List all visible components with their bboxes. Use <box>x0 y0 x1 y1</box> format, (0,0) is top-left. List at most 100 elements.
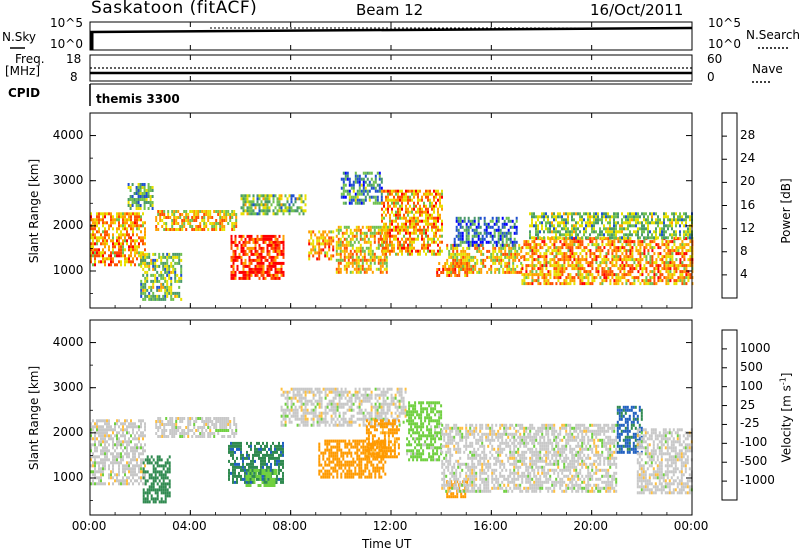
heatmap-cell <box>421 195 423 199</box>
heatmap-cell <box>185 210 188 213</box>
heatmap-cell <box>438 268 441 271</box>
heatmap-cell <box>514 270 517 274</box>
heatmap-cell <box>122 434 124 438</box>
heatmap-cell <box>687 233 689 237</box>
heatmap-cell <box>207 228 210 231</box>
heatmap-cell <box>351 264 354 268</box>
heatmap-cell <box>431 237 433 241</box>
heatmap-cell <box>173 213 176 216</box>
heatmap-cell <box>132 467 134 471</box>
heatmap-cell <box>144 248 146 252</box>
heatmap-cell <box>270 447 272 451</box>
heatmap-cell <box>373 240 376 244</box>
heatmap-cell <box>435 219 437 223</box>
heatmap-cell <box>343 267 346 271</box>
heatmap-cell <box>429 237 431 241</box>
heatmap-cell <box>162 252 165 256</box>
heatmap-cell <box>419 213 421 217</box>
heatmap-cell <box>187 213 190 216</box>
heatmap-cell <box>168 276 171 280</box>
heatmap-cell <box>357 270 360 274</box>
heatmap-cell <box>167 228 170 231</box>
heatmap-cell <box>278 234 281 238</box>
heatmap-cell <box>116 437 118 441</box>
heatmap-cell <box>643 236 645 240</box>
heatmap-cell <box>357 249 360 253</box>
heatmap-cell <box>266 465 268 469</box>
heatmap-cell <box>118 467 120 471</box>
heatmap-cell <box>351 234 354 238</box>
heatmap-cell <box>124 452 126 456</box>
heatmap-cell <box>492 255 495 259</box>
heatmap-cell <box>442 271 445 274</box>
heatmap-cell <box>475 228 478 232</box>
heatmap-cell <box>438 274 441 277</box>
heatmap-cell <box>137 195 140 198</box>
heatmap-cell <box>665 236 667 240</box>
heatmap-cell <box>581 264 584 268</box>
heatmap-cell <box>493 228 496 232</box>
heatmap-cell <box>335 270 338 274</box>
heatmap-cell <box>92 470 94 474</box>
heatmap-cell <box>150 294 153 298</box>
heatmap-cell <box>250 209 253 213</box>
heatmap-cell <box>340 177 343 181</box>
heatmap-cell <box>314 248 317 252</box>
heatmap-cell <box>132 455 134 459</box>
heatmap-cell <box>557 261 560 265</box>
heatmap-cell <box>136 458 138 462</box>
heatmap-cell <box>232 258 235 262</box>
heatmap-cell <box>98 230 100 234</box>
heatmap-cell <box>278 197 281 201</box>
heatmap-cell <box>150 476 153 480</box>
heatmap-cell <box>234 462 236 466</box>
heatmap-cell <box>197 417 200 420</box>
heatmap-cell <box>465 222 468 226</box>
heatmap-cell <box>490 264 493 268</box>
heatmap-cell <box>236 243 239 247</box>
heatmap-cell <box>529 236 531 240</box>
heatmap-cell <box>397 237 399 241</box>
heatmap-cell <box>577 255 580 259</box>
heatmap-cell <box>246 234 249 238</box>
heatmap-cell <box>240 237 243 241</box>
heatmap-cell <box>657 218 659 222</box>
heatmap-cell <box>533 249 536 253</box>
heatmap-cell <box>497 228 500 232</box>
heatmap-cell <box>136 248 138 252</box>
heatmap-cell <box>521 255 524 259</box>
heatmap-cell <box>617 255 620 259</box>
heatmap-cell <box>189 225 192 228</box>
heatmap-cell <box>112 482 114 486</box>
heatmap-cell <box>571 227 573 231</box>
heatmap-cell <box>169 417 172 420</box>
heatmap-cell <box>460 261 463 265</box>
heatmap-cell <box>94 251 96 255</box>
heatmap-cell <box>397 252 399 256</box>
heatmap-cell <box>175 420 178 423</box>
heatmap-cell <box>617 267 620 271</box>
heatmap-cell <box>136 215 138 219</box>
heatmap-cell <box>166 258 169 262</box>
heatmap-cell <box>383 246 385 250</box>
heatmap-cell <box>627 212 629 216</box>
heatmap-cell <box>683 270 686 274</box>
heatmap-cell <box>130 248 132 252</box>
heatmap-cell <box>629 258 632 262</box>
heatmap-cell <box>260 194 263 198</box>
heatmap-cell <box>128 461 130 465</box>
heatmap-cell <box>579 267 582 271</box>
heatmap-cell <box>389 234 391 238</box>
heatmap-cell <box>435 201 437 205</box>
heatmap-cell <box>589 264 592 268</box>
heatmap-cell <box>673 273 676 277</box>
heatmap-cell <box>234 255 237 259</box>
heatmap-cell <box>178 285 181 289</box>
heatmap-cell <box>126 218 128 222</box>
heatmap-cell <box>180 279 183 283</box>
heatmap-cell <box>486 270 489 274</box>
heatmap-cell <box>617 215 619 219</box>
heatmap-cell <box>230 450 232 454</box>
heatmap-cell <box>250 267 253 271</box>
heatmap-cell <box>369 267 372 271</box>
